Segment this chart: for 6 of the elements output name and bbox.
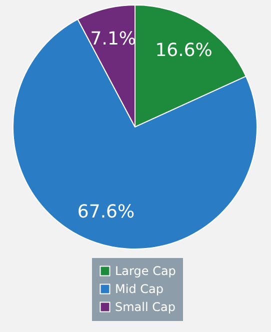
data-label: 7.1% xyxy=(90,28,136,50)
legend-label: Large Cap xyxy=(115,264,176,278)
legend-label: Mid Cap xyxy=(115,282,164,296)
legend-label: Small Cap xyxy=(115,300,176,314)
data-label: 16.6% xyxy=(155,40,212,62)
data-label: 67.6% xyxy=(77,202,135,222)
